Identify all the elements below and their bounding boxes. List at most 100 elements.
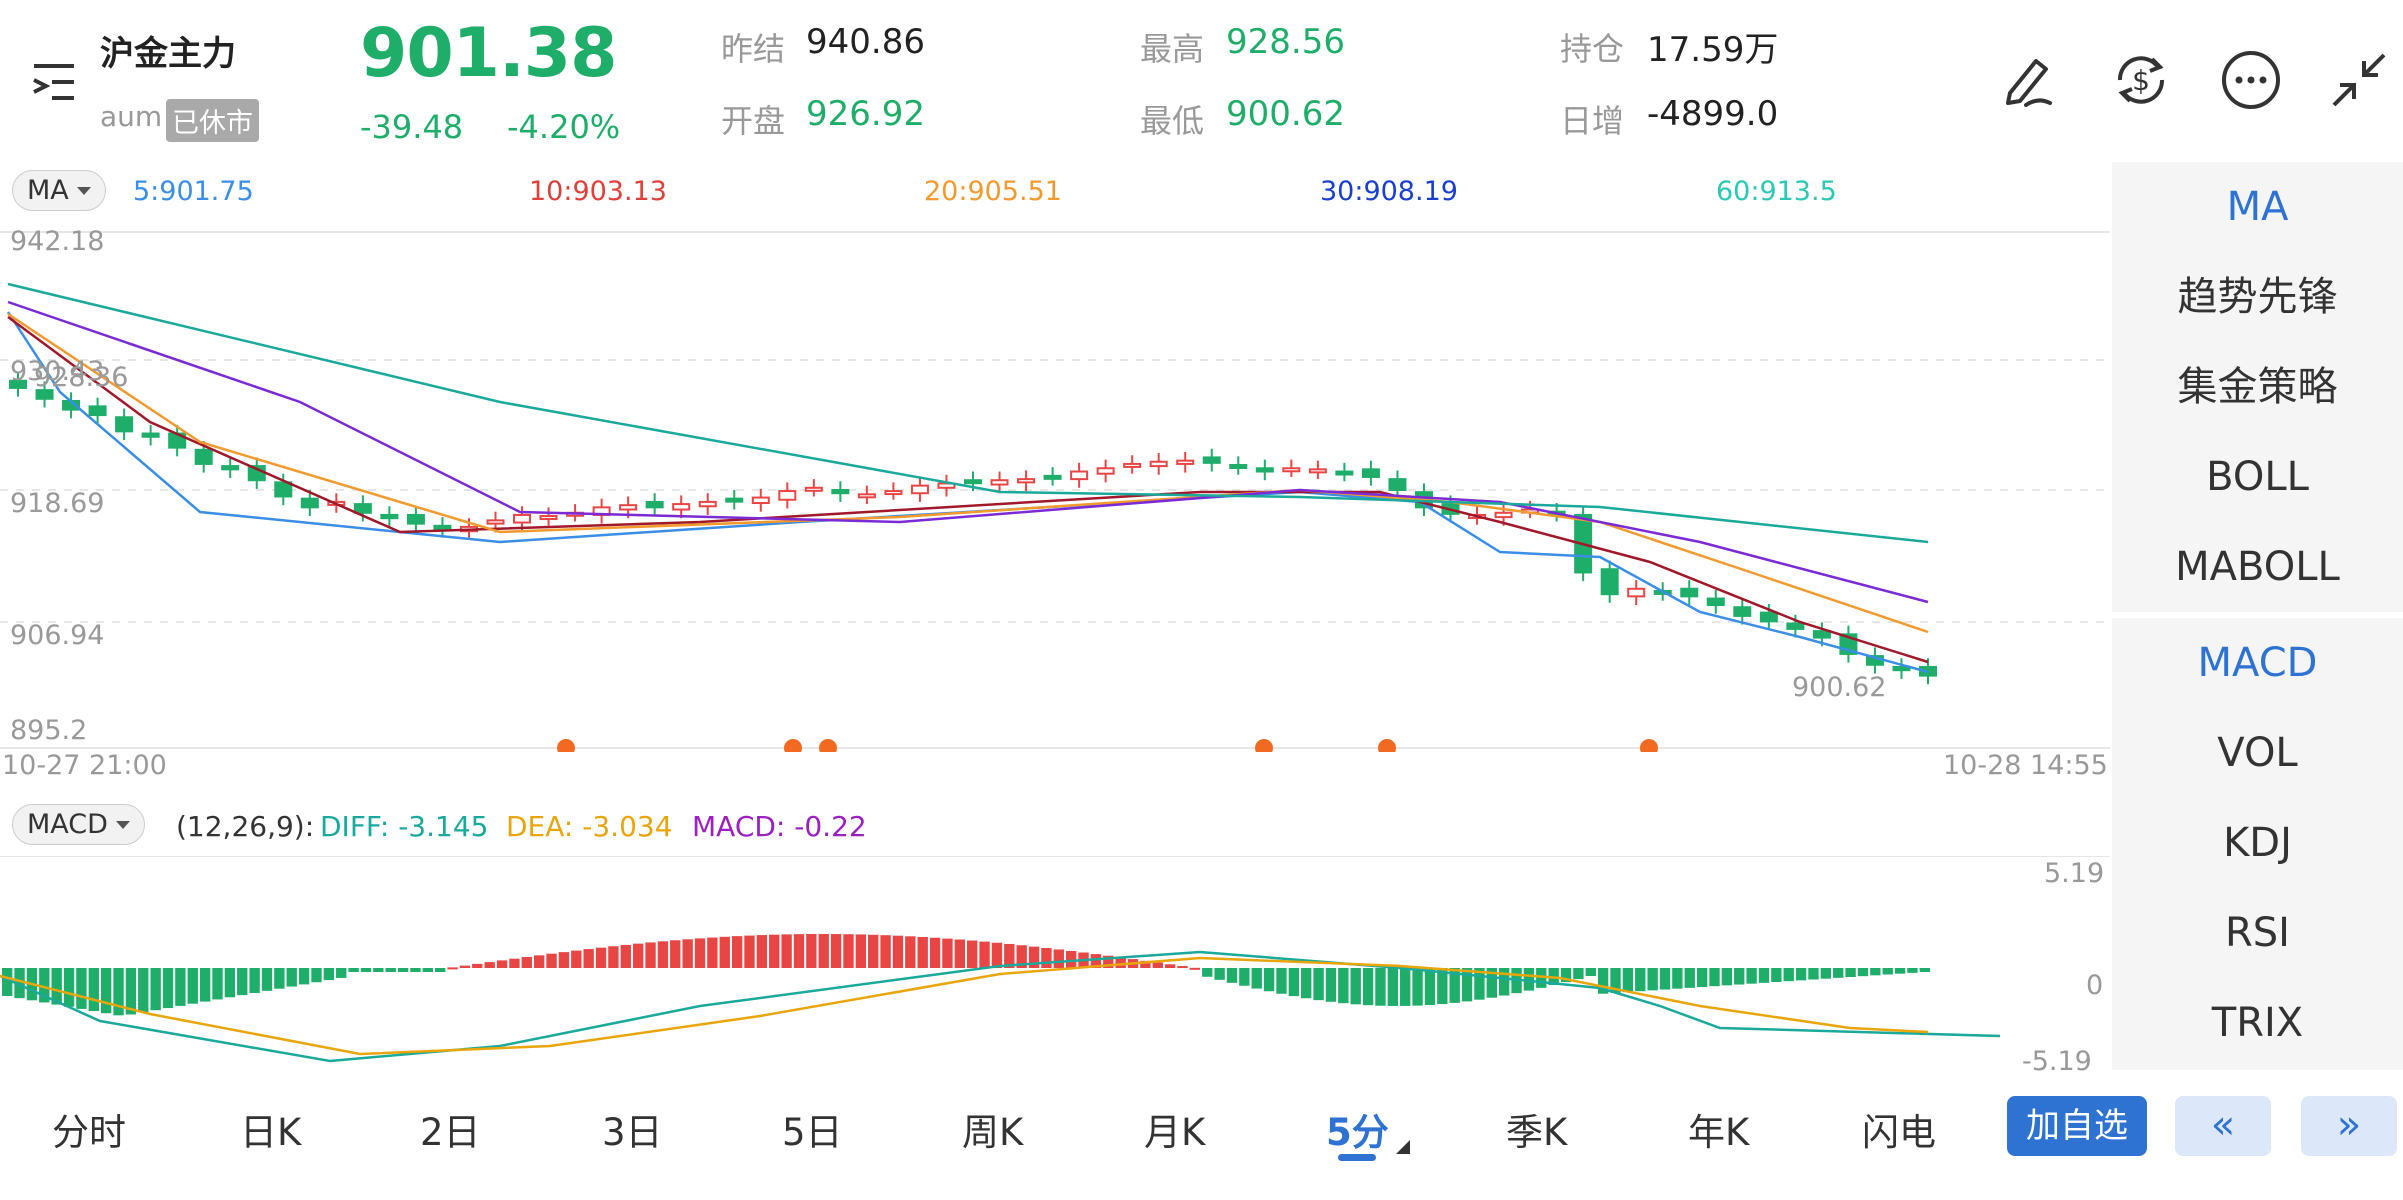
macd-bar bbox=[484, 962, 495, 968]
macd-bar bbox=[459, 965, 471, 968]
tab-minute[interactable]: 分时 bbox=[52, 1111, 126, 1154]
candle-body bbox=[1600, 568, 1619, 596]
macd-bar bbox=[1659, 968, 1671, 990]
tab-2day[interactable]: 2日 bbox=[420, 1111, 481, 1154]
macd-bar bbox=[1152, 962, 1163, 968]
macd-selector-label: MACD bbox=[27, 809, 108, 840]
macd-bar bbox=[1115, 957, 1126, 968]
macd-bar bbox=[1400, 968, 1411, 1006]
macd-bar bbox=[1746, 968, 1757, 984]
macd-bar bbox=[670, 940, 681, 968]
macd-bar bbox=[249, 968, 260, 993]
indicator-macd[interactable]: MACD bbox=[2197, 640, 2318, 686]
macd-bar bbox=[1301, 968, 1312, 999]
add-watchlist-button[interactable]: 加自选 bbox=[2007, 1096, 2147, 1156]
indicator-gold-strategy[interactable]: 集金策略 bbox=[2177, 364, 2338, 410]
tab-weekly[interactable]: 周K bbox=[962, 1111, 1024, 1154]
candle-body bbox=[353, 503, 372, 514]
indicator-rsi[interactable]: RSI bbox=[2225, 910, 2290, 956]
macd-bar bbox=[1758, 968, 1770, 983]
indicator-trend-pioneer[interactable]: 趋势先锋 bbox=[2177, 274, 2338, 320]
tab-yearly[interactable]: 年K bbox=[1688, 1111, 1750, 1154]
macd-bar bbox=[571, 950, 582, 968]
macd-bar bbox=[806, 934, 817, 968]
tab-daily[interactable]: 日K bbox=[240, 1111, 302, 1154]
time-start: 10-27 21:00 bbox=[2, 750, 167, 781]
candle-body bbox=[1149, 460, 1168, 468]
candle-body bbox=[486, 519, 505, 525]
edit-icon[interactable] bbox=[1996, 47, 2062, 113]
macd-y-bottom: -5.19 bbox=[2022, 1046, 2092, 1077]
indicator-ma[interactable]: MA bbox=[2226, 184, 2289, 230]
candle-body bbox=[619, 504, 638, 511]
next-page-button[interactable]: » bbox=[2301, 1096, 2397, 1156]
kline-chart[interactable] bbox=[0, 222, 2110, 752]
tab-monthly[interactable]: 月K bbox=[1144, 1111, 1206, 1154]
macd-y-top: 5.19 bbox=[2044, 858, 2105, 889]
macd-bar bbox=[224, 968, 236, 998]
macd-bar bbox=[1857, 968, 1869, 977]
candle-body bbox=[1786, 622, 1805, 630]
instrument-title: 沪金主力 bbox=[100, 34, 236, 74]
tab-flash[interactable]: 闪电 bbox=[1862, 1111, 1936, 1154]
macd-chart[interactable] bbox=[0, 856, 2110, 1076]
macd-bar bbox=[991, 942, 1003, 968]
macd-bar bbox=[1833, 968, 1844, 978]
macd-bar bbox=[967, 940, 978, 968]
signal-dot bbox=[1640, 739, 1658, 752]
macd-bar bbox=[929, 937, 941, 968]
prev-page-button[interactable]: « bbox=[2175, 1096, 2271, 1156]
candle-body bbox=[88, 405, 107, 417]
indicator-maboll[interactable]: MABOLL bbox=[2175, 544, 2340, 590]
stat-label-open: 开盘 bbox=[721, 102, 786, 140]
macd-bar bbox=[1239, 968, 1250, 986]
macd-bar bbox=[880, 935, 891, 968]
more-icon[interactable] bbox=[2218, 47, 2284, 113]
macd-bar bbox=[1536, 968, 1547, 988]
macd-bar bbox=[51, 968, 62, 1005]
candle-body bbox=[1361, 468, 1380, 478]
macd-bar bbox=[682, 939, 693, 968]
macd-bar bbox=[1362, 968, 1374, 1006]
candle-body bbox=[964, 479, 982, 485]
tab-3day[interactable]: 3日 bbox=[602, 1111, 663, 1154]
ma-selector[interactable]: MA bbox=[12, 170, 106, 211]
stat-value-open-interest: 17.59万 bbox=[1647, 30, 1779, 70]
macd-bar bbox=[1573, 968, 1584, 980]
macd-bar bbox=[472, 963, 483, 968]
macd-bar bbox=[632, 943, 644, 968]
macd-dea: DEA: -3.034 bbox=[506, 810, 673, 843]
macd-bar bbox=[199, 968, 211, 1002]
candle-body bbox=[1017, 478, 1036, 484]
indicator-vol[interactable]: VOL bbox=[2217, 730, 2298, 776]
tab-5min[interactable]: 5分 bbox=[1326, 1111, 1389, 1154]
macd-bar bbox=[39, 968, 50, 1003]
macd-selector[interactable]: MACD bbox=[12, 804, 145, 845]
macd-bar bbox=[1597, 968, 1609, 994]
indicator-boll[interactable]: BOLL bbox=[2206, 454, 2309, 500]
macd-bar bbox=[1647, 968, 1658, 991]
macd-bar bbox=[1214, 968, 1225, 980]
candle-body bbox=[990, 479, 1009, 486]
tab-quarterly[interactable]: 季K bbox=[1506, 1111, 1568, 1154]
candle-body bbox=[35, 389, 54, 400]
indicator-trix[interactable]: TRIX bbox=[2211, 1000, 2304, 1046]
macd-bar bbox=[138, 968, 149, 1013]
candle-body bbox=[380, 513, 399, 520]
signal-dot bbox=[1378, 739, 1396, 752]
macd-bar bbox=[422, 968, 434, 972]
tab-5day[interactable]: 5日 bbox=[782, 1111, 843, 1154]
macd-bar bbox=[1338, 968, 1349, 1004]
currency-exchange-icon[interactable]: $ bbox=[2108, 47, 2174, 113]
chevron-down-icon bbox=[76, 186, 91, 195]
price-change-percent: -4.20% bbox=[507, 108, 621, 146]
macd-bar bbox=[979, 941, 990, 968]
indicator-kdj[interactable]: KDJ bbox=[2223, 820, 2292, 866]
menu-icon[interactable] bbox=[30, 58, 80, 108]
collapse-icon[interactable] bbox=[2326, 47, 2392, 113]
macd-bar bbox=[1498, 968, 1510, 996]
macd-bar bbox=[1486, 968, 1497, 998]
candle-body bbox=[221, 465, 240, 471]
stat-value-daily-increase: -4899.0 bbox=[1647, 94, 1779, 134]
